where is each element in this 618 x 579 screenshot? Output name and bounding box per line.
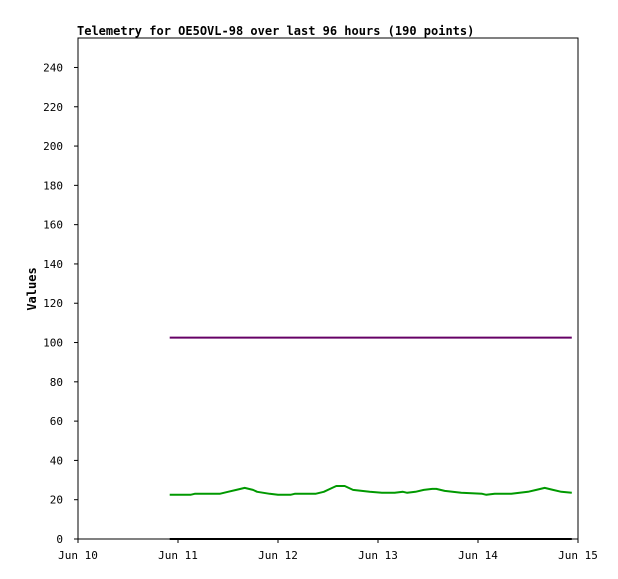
series-group	[169, 336, 572, 540]
y-tick-label: 80	[50, 376, 63, 389]
y-tick-label: 0	[56, 533, 63, 546]
x-tick-label: Jun 13	[358, 549, 398, 562]
x-tick-label: Jun 10	[58, 549, 98, 562]
x-tick-label: Jun 11	[158, 549, 198, 562]
y-tick-label: 20	[50, 494, 63, 507]
y-axis: 0 20 40 60 80 100 120 140 160 180 200 220 240	[43, 61, 78, 546]
series-line-2	[169, 485, 572, 496]
y-tick-label: 60	[50, 415, 63, 428]
x-axis: Jun 10 Jun 11 Jun 12 Jun 13 Jun 14 Jun 15	[58, 539, 598, 562]
plot-frame	[77, 37, 579, 540]
y-tick-label: 180	[43, 179, 63, 192]
y-tick-label: 140	[43, 258, 63, 271]
y-tick-label: 160	[43, 219, 63, 232]
y-tick-label: 200	[43, 140, 63, 153]
y-tick-label: 220	[43, 101, 63, 114]
y-tick-label: 240	[43, 61, 63, 74]
y-tick-label: 120	[43, 297, 63, 310]
x-tick-label: Jun 14	[458, 549, 498, 562]
x-tick-label: Jun 12	[258, 549, 298, 562]
y-tick-label: 100	[43, 337, 63, 350]
chart-title: Telemetry for OE5OVL-98 over last 96 hou…	[77, 24, 474, 38]
x-tick-label: Jun 15	[558, 549, 598, 562]
y-tick-label: 40	[50, 454, 63, 467]
y-axis-label: Values	[25, 267, 39, 310]
